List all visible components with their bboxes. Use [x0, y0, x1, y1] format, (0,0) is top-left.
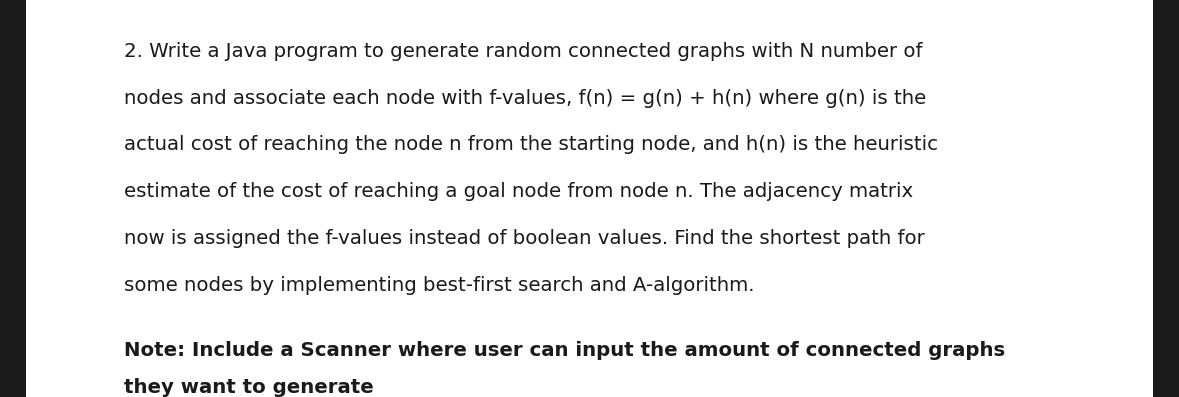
- Text: some nodes by implementing best-first search and A-algorithm.: some nodes by implementing best-first se…: [124, 276, 755, 295]
- Text: they want to generate: they want to generate: [124, 378, 374, 397]
- Text: Note: Include a Scanner where user can input the amount of connected graphs: Note: Include a Scanner where user can i…: [124, 341, 1005, 360]
- Text: nodes and associate each node with f-values, f(n) = g(n) + h(n) where g(n) is th: nodes and associate each node with f-val…: [124, 89, 926, 108]
- Text: 2. Write a Java program to generate random connected graphs with N number of: 2. Write a Java program to generate rand…: [124, 42, 922, 61]
- Text: estimate of the cost of reaching a goal node from node n. The adjacency matrix: estimate of the cost of reaching a goal …: [124, 182, 913, 201]
- Bar: [0, 0, 26, 397]
- Text: now is assigned the f-values instead of boolean values. Find the shortest path f: now is assigned the f-values instead of …: [124, 229, 924, 248]
- Bar: [1153, 0, 1179, 397]
- Text: actual cost of reaching the node n from the starting node, and h(n) is the heuri: actual cost of reaching the node n from …: [124, 135, 937, 154]
